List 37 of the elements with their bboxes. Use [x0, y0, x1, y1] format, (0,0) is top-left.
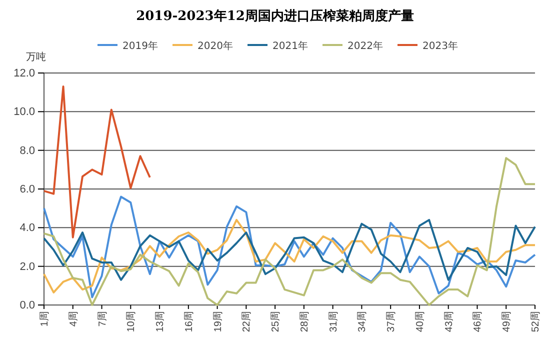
line-series [43, 196, 536, 298]
line-series [43, 218, 536, 294]
y-tick-label: 6.0 [20, 184, 35, 196]
x-tick-label: 49周 [502, 311, 513, 332]
x-tick-label: 43周 [444, 311, 455, 332]
x-tick-label: 40周 [414, 311, 426, 332]
x-tick-label: 1周 [40, 311, 50, 327]
legend-label: 2022年 [348, 40, 383, 52]
x-tick-label: 25周 [270, 311, 282, 332]
y-tick-label: 12.0 [14, 68, 35, 80]
y-tick-label: 0.0 [20, 300, 35, 312]
y-tick-label: 4.0 [20, 222, 35, 234]
chart-title: 2019-2023年12周国内进口压榨菜粕周度产量 [136, 8, 414, 24]
y-tick-label: 8.0 [20, 144, 35, 157]
legend-label: 2020年 [198, 40, 233, 52]
x-tick-label: 10周 [126, 311, 138, 332]
x-tick-label: 37周 [386, 311, 398, 332]
x-tick-label: 16周 [184, 311, 195, 332]
x-tick-label: 22周 [242, 311, 253, 332]
x-tick-label: 7周 [97, 311, 108, 327]
y-tick-label: 10.0 [14, 106, 35, 118]
y-tick-label: 2.0 [20, 260, 35, 273]
x-tick-label: 52周 [530, 311, 542, 332]
x-tick-label: 4周 [68, 311, 80, 327]
x-tick-label: 19周 [212, 311, 224, 332]
x-tick-label: 46周 [472, 311, 484, 332]
legend-label: 2023年 [422, 40, 458, 52]
line-series [43, 86, 151, 238]
x-tick-label: 34周 [357, 311, 368, 332]
x-tick-label: 13周 [155, 311, 166, 332]
x-tick-label: 28周 [299, 311, 310, 332]
legend-label: 2019年 [122, 40, 158, 52]
x-tick-label: 31周 [328, 311, 340, 332]
legend-label: 2021年 [272, 40, 308, 52]
line-series [43, 218, 536, 281]
y-axis-title: 万吨 [26, 51, 46, 63]
line-series [43, 157, 536, 306]
